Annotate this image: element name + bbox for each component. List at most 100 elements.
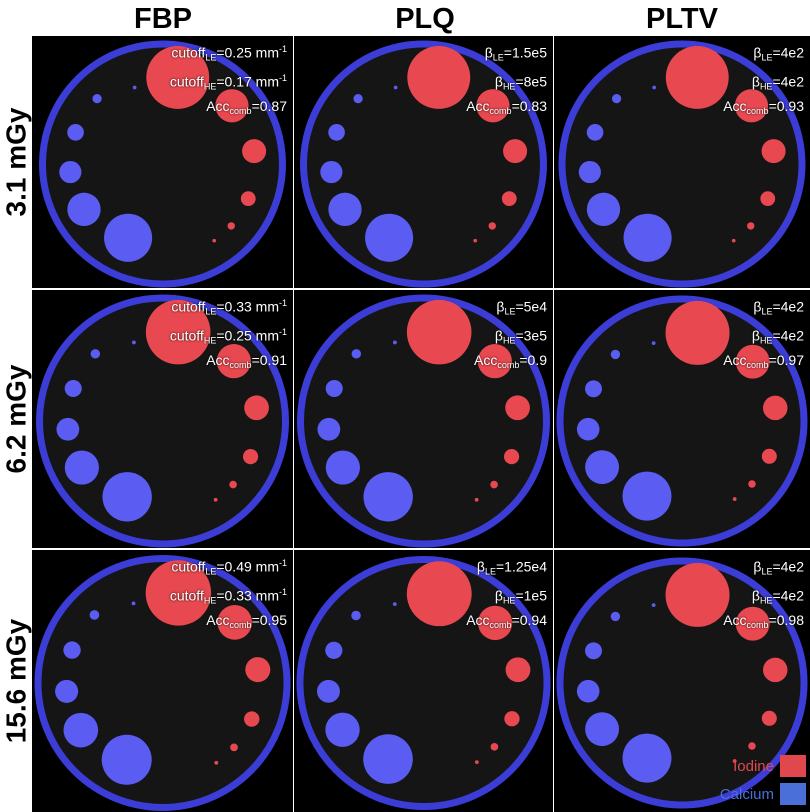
param-line-2: cutoffHE=0.25 mm-1: [169, 326, 287, 346]
param-line-2: βHE=4e2: [751, 587, 804, 606]
param-line-2: βHE=3e5: [494, 327, 547, 346]
iodine-insert: [763, 395, 788, 421]
iodine-insert: [406, 299, 472, 365]
iodine-insert: [665, 562, 730, 627]
calcium-insert: [576, 679, 600, 703]
calcium-insert: [622, 733, 672, 783]
calcium-insert: [317, 417, 341, 441]
iodine-insert: [732, 497, 737, 501]
calcium-insert: [578, 160, 601, 184]
iodine-insert: [213, 497, 218, 502]
legend-iodine-swatch: [780, 755, 806, 777]
iodine-insert: [474, 760, 479, 765]
iodine-insert: [215, 89, 249, 123]
panel-plq-row-1: βLE=1.5e5 βHE=8e5 Acccomb=0.83: [294, 36, 553, 288]
calcium-insert: [56, 417, 80, 441]
iodine-insert: [212, 238, 217, 243]
iodine-insert: [761, 139, 786, 164]
param-line-1: βLE=4e2: [753, 44, 804, 63]
iodine-insert: [503, 139, 528, 164]
calcium-insert: [393, 85, 398, 90]
calcium-insert: [585, 380, 602, 398]
param-line-1: cutoffLE=0.25 mm-1: [171, 44, 287, 63]
panel-pltv-row-1: βLE=4e2 βHE=4e2 Acccomb=0.93: [554, 36, 810, 288]
phantom-image: [556, 557, 808, 809]
legend-iodine-label: Iodine: [733, 757, 774, 775]
calcium-insert: [611, 93, 622, 104]
iodine-insert: [505, 657, 531, 683]
calcium-insert: [132, 85, 137, 90]
panel-pltv-row-3: βLE=4e2 βHE=4e2 Acccomb=0.98: [554, 550, 810, 812]
calcium-insert: [392, 602, 397, 607]
param-line-3: Acccomb=0.94: [466, 612, 547, 631]
iodine-insert: [406, 561, 472, 627]
calcium-insert: [610, 349, 621, 360]
iodine-insert: [146, 46, 210, 109]
param-line-1: βLE=1.25e4: [476, 558, 547, 577]
iodine-insert: [227, 222, 235, 230]
calcium-insert: [316, 679, 340, 703]
iodine-insert: [505, 395, 530, 421]
iodine-insert: [217, 605, 253, 640]
param-line-1: βLE=4e2: [753, 558, 804, 577]
calcium-insert: [623, 213, 672, 262]
iodine-insert: [476, 89, 510, 123]
iodine-insert: [242, 448, 259, 465]
iodine-insert: [761, 710, 777, 726]
iodine-insert: [761, 448, 777, 464]
iodine-insert: [488, 222, 496, 230]
param-line-1: cutoffLE=0.33 mm-1: [171, 298, 287, 317]
iodine-insert: [665, 46, 729, 109]
column-header-pltv: PLTV: [646, 3, 718, 35]
iodine-insert: [735, 606, 770, 641]
calcium-insert: [325, 450, 360, 485]
calcium-insert: [585, 712, 620, 747]
param-line-3: Acccomb=0.83: [466, 98, 547, 117]
iodine-insert: [244, 395, 269, 421]
param-line-3: Acccomb=0.98: [723, 612, 804, 631]
param-line-1: βLE=5e4: [496, 298, 547, 317]
calcium-insert: [363, 472, 413, 522]
legend-calcium-swatch: [780, 783, 806, 805]
param-line-2: cutoffHE=0.17 mm-1: [169, 72, 287, 92]
calcium-insert: [104, 213, 153, 262]
iodine-insert: [763, 657, 788, 683]
calcium-insert: [652, 85, 657, 90]
column-header-plq: PLQ: [395, 3, 455, 35]
iodine-insert: [477, 344, 512, 379]
iodine-insert: [735, 344, 770, 379]
phantom-image: [297, 294, 550, 548]
iodine-insert: [503, 448, 520, 465]
reconstruction-parameters: βLE=4e2 βHE=4e2 Acccomb=0.97: [723, 293, 804, 375]
calcium-insert: [393, 340, 397, 345]
calcium-insert: [64, 450, 99, 485]
calcium-insert: [328, 124, 345, 141]
legend-calcium: Calcium: [720, 783, 806, 805]
calcium-insert: [325, 379, 343, 398]
calcium-insert: [351, 349, 362, 359]
iodine-insert: [240, 191, 256, 207]
panel-plq-row-3: βLE=1.25e4 βHE=1e5 Acccomb=0.94: [294, 550, 553, 812]
calcium-insert: [89, 610, 100, 620]
calcium-insert: [67, 192, 101, 226]
param-line-1: βLE=1.5e5: [484, 44, 547, 63]
phantom-image: [36, 294, 289, 548]
calcium-insert: [353, 93, 363, 104]
reconstruction-parameters: cutoffLE=0.49 mm-1 cutoffHE=0.33 mm-1 Accc…: [170, 553, 287, 635]
row-label-6-2-mgy: 6.2 mGy: [0, 364, 32, 474]
param-line-2: cutoffHE=0.33 mm-1: [169, 586, 287, 606]
iodine-insert: [244, 711, 260, 727]
calcium-insert: [651, 341, 656, 346]
param-line-1: βLE=4e2: [753, 298, 804, 317]
iodine-insert: [216, 344, 251, 379]
iodine-insert: [504, 711, 520, 727]
calcium-insert: [101, 734, 152, 785]
param-line-3: Acccomb=0.97: [723, 352, 804, 371]
row-label-3-1-mgy: 3.1 mGy: [0, 107, 32, 217]
row-label-15-6-mgy: 15.6 mGy: [0, 618, 31, 744]
calcium-insert: [585, 642, 602, 660]
param-line-3: Acccomb=0.87: [206, 98, 287, 117]
iodine-insert: [474, 497, 479, 502]
calcium-insert: [90, 349, 101, 359]
iodine-insert: [501, 191, 517, 207]
